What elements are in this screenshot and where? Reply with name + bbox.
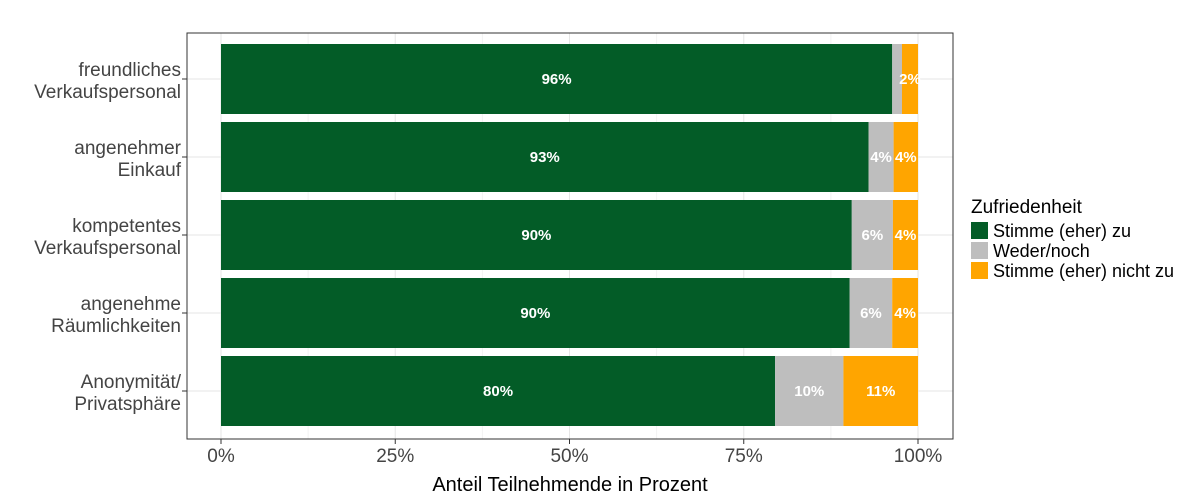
bar-segment (843, 356, 918, 426)
bars (221, 44, 918, 426)
bar-value-label: 6% (860, 305, 882, 322)
bar-value-label: 96% (542, 71, 572, 88)
legend-swatch (971, 242, 988, 259)
bar-value-label: 4% (894, 305, 916, 322)
x-tick-label: 0% (207, 446, 235, 467)
x-tick-label: 25% (376, 446, 414, 467)
bar-value-label: 4% (895, 227, 917, 244)
bar-value-label: 10% (794, 383, 824, 400)
x-tick-label: 100% (894, 446, 943, 467)
bar-segment (893, 122, 918, 192)
bar-segment (892, 44, 902, 114)
legend-title: Zufriedenheit (971, 197, 1083, 218)
bar-segment (849, 278, 893, 348)
legend-swatch (971, 262, 988, 279)
legend-entry: Stimme (eher) nicht zu (993, 261, 1174, 281)
bar-segment (901, 44, 918, 114)
bar-segment (221, 200, 852, 270)
bar-segment (868, 122, 894, 192)
legend: Zufriedenheit Stimme (eher) zuWeder/noch… (971, 197, 1174, 281)
bar-value-labels: 96% 2%93% 4% 4%90% 6% 4%90% 6% 4%80% 10% 11% (483, 71, 921, 400)
bar-segment (221, 278, 850, 348)
category-label: angenehme Räumlichkeiten (51, 294, 181, 337)
legend-swatch (971, 222, 988, 239)
x-tick-label: 75% (725, 446, 763, 467)
category-label: angenehmer Einkauf (74, 138, 181, 181)
bar-segment (851, 200, 893, 270)
bar-value-label: 90% (521, 227, 551, 244)
category-axis-labels: freundliches Verkaufspersonal angenehmer Ei… (34, 60, 187, 415)
legend-entry: Weder/noch (993, 241, 1090, 261)
bar-segment (221, 356, 776, 426)
x-axis-title: Anteil Teilnehmende in Prozent (432, 474, 708, 496)
bar-value-label: 93% (530, 149, 560, 166)
x-axis-ticks: 0% 25% 50% 75% 100% (207, 439, 942, 467)
bar-value-label: 2% (899, 71, 921, 88)
category-label: kompetentes Verkaufspersonal (34, 216, 181, 259)
category-label: Anonymität/Privatsphäre (74, 372, 181, 415)
bar-segment (775, 356, 844, 426)
legend-entry: Stimme (eher) zu (993, 221, 1131, 241)
bar-value-label: 4% (870, 149, 892, 166)
bar-value-label: 6% (862, 227, 884, 244)
bar-value-label: 80% (483, 383, 513, 400)
bar-segment (221, 122, 869, 192)
bar-segment (221, 44, 893, 114)
x-tick-label: 50% (550, 446, 588, 467)
bar-value-label: 90% (520, 305, 550, 322)
bar-value-label: 4% (895, 149, 917, 166)
category-label: freundliches Verkaufspersonal (34, 60, 181, 103)
bar-value-label: 11% (866, 383, 895, 400)
bar-segment (892, 200, 918, 270)
bar-segment (892, 278, 918, 348)
